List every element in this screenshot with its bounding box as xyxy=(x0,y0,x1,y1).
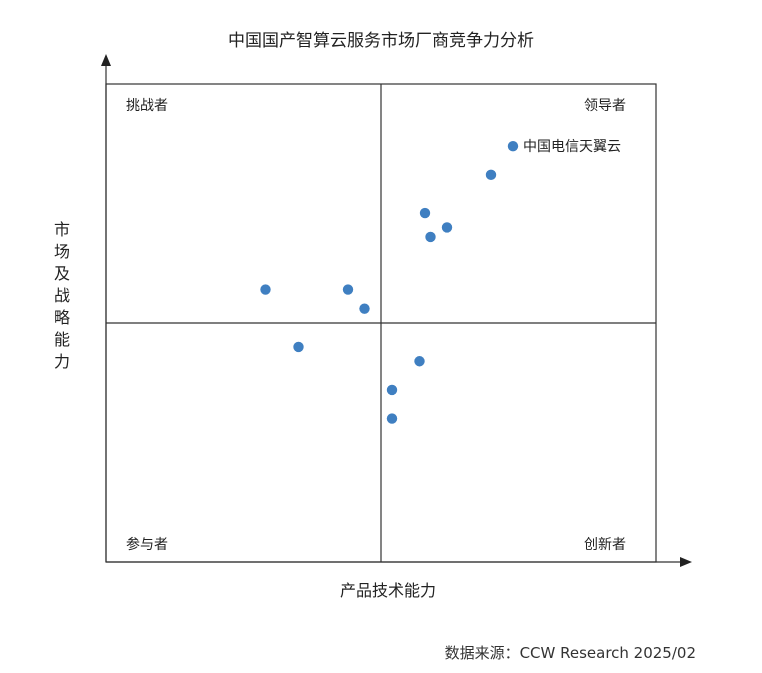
data-points: 中国电信天翼云 xyxy=(260,139,621,424)
x-axis-label: 产品技术能力 xyxy=(340,581,436,600)
y-axis-label: 市场及战略能力 xyxy=(54,220,70,371)
quadrant-label-challengers: 挑战者 xyxy=(126,98,168,114)
y-axis-arrow-icon xyxy=(101,54,111,66)
x-axis-arrow-icon xyxy=(680,557,692,567)
scatter-point xyxy=(485,169,497,181)
scatter-point xyxy=(419,207,431,219)
scatter-point xyxy=(386,413,398,424)
scatter-point xyxy=(359,303,370,314)
scatter-point xyxy=(260,284,271,295)
scatter-point xyxy=(386,384,398,396)
scatter-point xyxy=(342,284,354,295)
quadrant-label-participants: 参与者 xyxy=(126,536,168,553)
point-label: 中国电信天翼云 xyxy=(523,139,621,155)
scatter-point xyxy=(507,140,519,152)
scatter-point xyxy=(441,222,453,233)
quadrant-label-innovators: 创新者 xyxy=(584,537,626,553)
chart-title: 中国国产智算云服务市场厂商竞争力分析 xyxy=(228,31,534,51)
quadrant-label-leaders: 领导者 xyxy=(584,98,626,114)
scatter-point xyxy=(414,356,425,367)
source-note: 数据来源：CCW Research 2025/02 xyxy=(445,644,696,662)
scatter-point xyxy=(293,341,304,353)
scatter-point xyxy=(425,231,436,243)
